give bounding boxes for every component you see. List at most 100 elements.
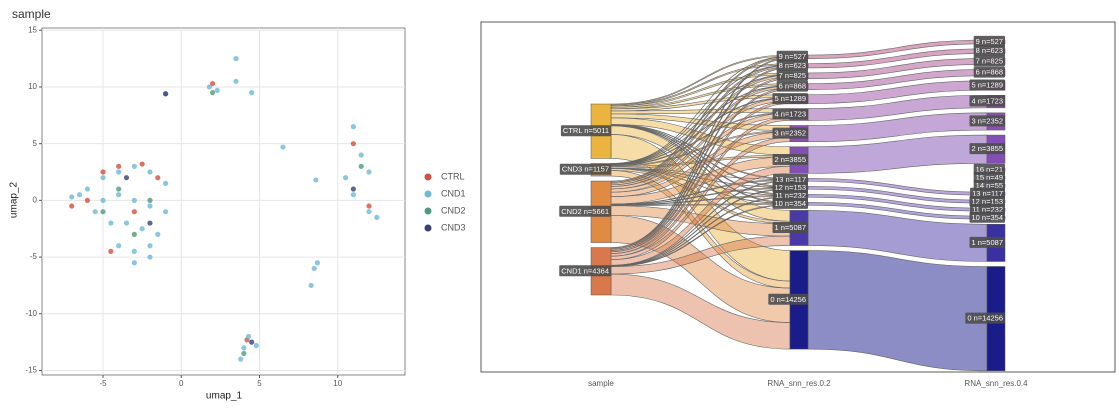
- node-label: 7 n=825: [976, 56, 1003, 65]
- legend-swatch: [424, 190, 432, 198]
- node-label: 1 n=5087: [775, 223, 807, 232]
- point: [76, 192, 83, 198]
- point: [350, 192, 356, 198]
- point: [116, 192, 122, 198]
- label-box: [973, 35, 1005, 47]
- point: [123, 220, 130, 226]
- point: [155, 175, 161, 181]
- point: [131, 231, 137, 237]
- node-label: 9 n=527: [779, 52, 806, 61]
- label-box: [772, 221, 808, 233]
- node-label: 16 n=21: [976, 165, 1003, 174]
- point: [131, 209, 137, 215]
- point: [131, 260, 137, 266]
- point: [108, 248, 114, 254]
- foreground: CTRL n=5011 CND3 n=1157 CND2 n=5661 CND1 n=…: [559, 35, 1006, 372]
- point: [100, 175, 106, 181]
- point: [131, 197, 137, 203]
- point: [155, 231, 161, 237]
- point: [358, 163, 364, 169]
- label-box: [969, 143, 1005, 155]
- point: [123, 175, 130, 181]
- point: [350, 141, 356, 147]
- node-label: 8 n=623: [976, 46, 1003, 55]
- point: [131, 163, 137, 169]
- node-label: 6 n=868: [779, 82, 806, 91]
- point: [311, 265, 317, 272]
- label-box: [768, 293, 808, 305]
- point: [100, 209, 106, 215]
- label-box: [776, 80, 808, 92]
- x-tick-label: 5: [257, 379, 262, 388]
- point: [374, 214, 380, 220]
- point: [366, 209, 372, 215]
- point: [313, 177, 319, 183]
- point: [116, 163, 122, 169]
- point: [84, 197, 90, 203]
- point: [131, 248, 137, 254]
- point: [366, 203, 372, 209]
- node-label: CTRL n=5011: [563, 126, 609, 135]
- legend-swatch: [424, 224, 432, 232]
- flows: [610, 39, 988, 372]
- node-label: CND3 n=1157: [562, 165, 609, 174]
- label-box: [772, 197, 808, 209]
- node-label: CND1 n=4364: [561, 266, 609, 275]
- point: [241, 350, 247, 357]
- point: [342, 175, 349, 181]
- node-label: 0 n=14256: [967, 314, 1003, 323]
- y-tick-label: 10: [28, 82, 37, 91]
- y-axis-title: umap_2: [9, 181, 20, 218]
- point: [241, 345, 247, 351]
- point: [214, 87, 220, 93]
- point: [147, 203, 153, 209]
- label-box: [776, 59, 808, 71]
- point: [358, 152, 364, 158]
- label-box: [772, 127, 808, 139]
- label-box: [969, 211, 1005, 223]
- sankey-frame: [480, 21, 1116, 373]
- node-label: 11 n=232: [775, 191, 806, 200]
- node-label: 2 n=3855: [775, 155, 807, 164]
- point: [116, 169, 122, 175]
- x-axis-title: umap_1: [206, 391, 243, 402]
- point: [209, 80, 216, 87]
- axis-label: RNA_snn_res.0.4: [964, 379, 1028, 388]
- node-label: 1 n=5087: [972, 238, 1004, 247]
- label-box: [973, 55, 1005, 67]
- node-label: CND2 n=5661: [561, 207, 609, 216]
- point: [233, 56, 239, 62]
- label-box: [973, 66, 1005, 78]
- point: [147, 254, 153, 260]
- legend-label: CTRL: [441, 171, 465, 181]
- x-tick-label: 0: [179, 379, 184, 388]
- node-label: 3 n=2352: [775, 129, 807, 138]
- node-label: 10 n=354: [972, 213, 1004, 222]
- node-label: 15 n=49: [976, 173, 1003, 182]
- y-tick-label: 0: [33, 195, 38, 204]
- node-label: 3 n=2352: [972, 116, 1004, 125]
- node-label: 13 n=117: [775, 175, 806, 184]
- point: [147, 169, 153, 175]
- node-label: 4 n=1723: [972, 97, 1004, 106]
- point: [314, 260, 320, 266]
- y-tick-label: -5: [30, 252, 38, 261]
- label-box: [560, 125, 611, 137]
- point: [245, 333, 252, 340]
- label-box: [559, 265, 611, 277]
- point: [100, 169, 106, 175]
- y-tick-label: 5: [33, 139, 38, 148]
- point: [69, 194, 75, 200]
- node-label: 13 n=117: [972, 189, 1003, 198]
- node-label: 2 n=3855: [972, 144, 1004, 153]
- point: [233, 78, 239, 84]
- plot-area: [41, 27, 406, 376]
- node-label: 0 n=14256: [770, 295, 806, 304]
- label-box: [965, 312, 1005, 324]
- label-box: [776, 69, 808, 81]
- node-label: 9 n=527: [976, 37, 1003, 46]
- node-label: 8 n=623: [779, 61, 806, 70]
- node-label: 12 n=153: [775, 183, 807, 192]
- label-box: [969, 79, 1005, 91]
- axis-label: RNA_snn_res.0.2: [767, 379, 831, 388]
